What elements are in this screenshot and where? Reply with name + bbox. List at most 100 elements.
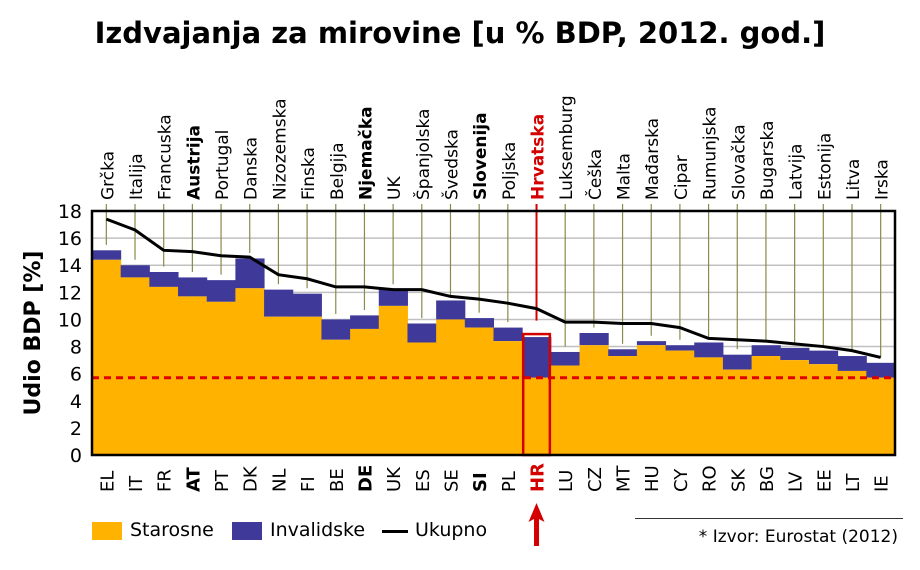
- country-name-label: Latvija: [787, 144, 807, 200]
- country-code-label: NL: [269, 469, 290, 493]
- country-code-label: SE: [441, 469, 462, 492]
- bar-starosne: [436, 319, 466, 455]
- bar-starosne: [636, 345, 667, 455]
- bar-starosne: [665, 350, 695, 455]
- bar-starosne: [522, 377, 552, 455]
- bar-invalidske: [550, 351, 581, 366]
- country-code-label: FI: [298, 476, 319, 492]
- y-tick-label: 14: [58, 255, 82, 277]
- country-code-label: PL: [499, 471, 520, 492]
- chart-title: Izdvajanja za mirovine [u % BDP, 2012. g…: [94, 16, 826, 50]
- country-code-label: DK: [241, 465, 262, 492]
- y-tick-label: 18: [58, 201, 82, 223]
- country-code-label: ES: [413, 469, 434, 492]
- bar-starosne: [550, 365, 581, 455]
- bar-starosne: [694, 357, 724, 455]
- line-ukupno: [105, 217, 882, 359]
- y-tick-label: 10: [58, 309, 82, 331]
- bar-starosne: [235, 288, 265, 455]
- bar-invalidske: [608, 349, 638, 357]
- bar-invalidske: [120, 265, 150, 278]
- bar-invalidske: [665, 345, 695, 351]
- y-tick-label: 8: [70, 337, 82, 359]
- bar-invalidske: [378, 289, 408, 306]
- country-name-label: Luksemburg: [557, 95, 577, 200]
- legend-label-ukupno: Ukupno: [415, 519, 488, 541]
- country-code-label: HR: [528, 463, 549, 492]
- bar-starosne: [608, 356, 638, 455]
- legend-swatch-ukupno: [382, 530, 408, 533]
- country-code-label: UK: [384, 466, 405, 492]
- bar-starosne: [149, 286, 179, 455]
- bar-starosne: [120, 277, 150, 455]
- bar-starosne: [292, 316, 322, 455]
- bar-starosne: [92, 259, 122, 455]
- bar-invalidske: [206, 280, 236, 302]
- y-tick-label: 4: [70, 391, 82, 413]
- country-name-label: Poljska: [500, 142, 520, 200]
- bar-invalidske: [264, 289, 294, 317]
- country-code-label: CY: [671, 468, 692, 492]
- country-name-label: Cipar: [672, 155, 692, 200]
- bar-invalidske: [493, 327, 523, 342]
- country-name-label: Irska: [873, 159, 893, 200]
- country-code-label: EE: [814, 469, 835, 492]
- country-name-label: Rumunjska: [701, 107, 721, 200]
- country-name-label: Austrija: [184, 125, 204, 200]
- country-code-label: RO: [700, 465, 721, 492]
- bar-starosne: [579, 345, 609, 455]
- legend-label-starosne: Starosne: [130, 519, 214, 541]
- bar-invalidske: [722, 354, 753, 370]
- source-note: * Izvor: Eurostat (2012): [698, 527, 898, 547]
- bar-invalidske: [780, 347, 810, 361]
- country-name-label: Italija: [127, 153, 147, 200]
- country-name-label: Estonija: [815, 133, 835, 200]
- bar-starosne: [464, 327, 494, 455]
- country-name-label: Grčka: [98, 151, 118, 200]
- country-name-label: Nizozemska: [270, 98, 290, 200]
- country-name-label: Litva: [844, 159, 864, 200]
- bar-invalidske: [694, 342, 724, 358]
- source-divider: [635, 518, 903, 519]
- bar-starosne: [780, 360, 810, 455]
- country-code-label: IT: [126, 475, 147, 492]
- country-code-label: IE: [872, 475, 893, 492]
- country-code-label: EL: [97, 471, 118, 492]
- bar-invalidske: [837, 356, 867, 371]
- bar-invalidske: [522, 337, 552, 378]
- bar-invalidske: [464, 318, 494, 328]
- bar-invalidske: [808, 350, 839, 365]
- bar-invalidske: [636, 341, 667, 346]
- bar-starosne: [350, 328, 380, 455]
- country-code-label: FR: [155, 469, 176, 492]
- country-name-label: Danska: [242, 137, 262, 200]
- country-code-label: HU: [642, 465, 663, 492]
- country-name-label: Slovenija: [471, 112, 491, 200]
- arrow-up-icon: [528, 503, 545, 546]
- country-name-label: Belgija: [328, 143, 348, 201]
- bar-invalidske: [292, 293, 322, 317]
- country-name-label: Mađarska: [643, 118, 663, 200]
- country-code-label: BE: [327, 468, 348, 492]
- plot-frame: [90, 209, 897, 457]
- country-name-label: Slovačka: [729, 124, 749, 200]
- bar-starosne: [178, 296, 208, 455]
- country-name-label: Francuska: [156, 114, 176, 200]
- country-code-label: MT: [614, 464, 635, 492]
- country-name-label: Švedska: [440, 129, 462, 200]
- bar-invalidske: [436, 300, 466, 320]
- bar-invalidske: [350, 315, 380, 329]
- y-axis-label: Udio BDP [%]: [21, 251, 46, 416]
- country-name-label: UK: [385, 176, 405, 200]
- bar-starosne: [321, 339, 351, 455]
- bar-starosne: [264, 316, 294, 455]
- bar-starosne: [206, 301, 236, 455]
- country-code-label: PT: [212, 469, 233, 492]
- bar-invalidske: [178, 277, 208, 297]
- bar-invalidske: [866, 362, 896, 378]
- legend-label-invalidske: Invalidske: [270, 519, 366, 541]
- y-tick-label: 16: [58, 228, 82, 250]
- bar-starosne: [751, 356, 781, 455]
- country-name-label: Malta: [615, 153, 635, 200]
